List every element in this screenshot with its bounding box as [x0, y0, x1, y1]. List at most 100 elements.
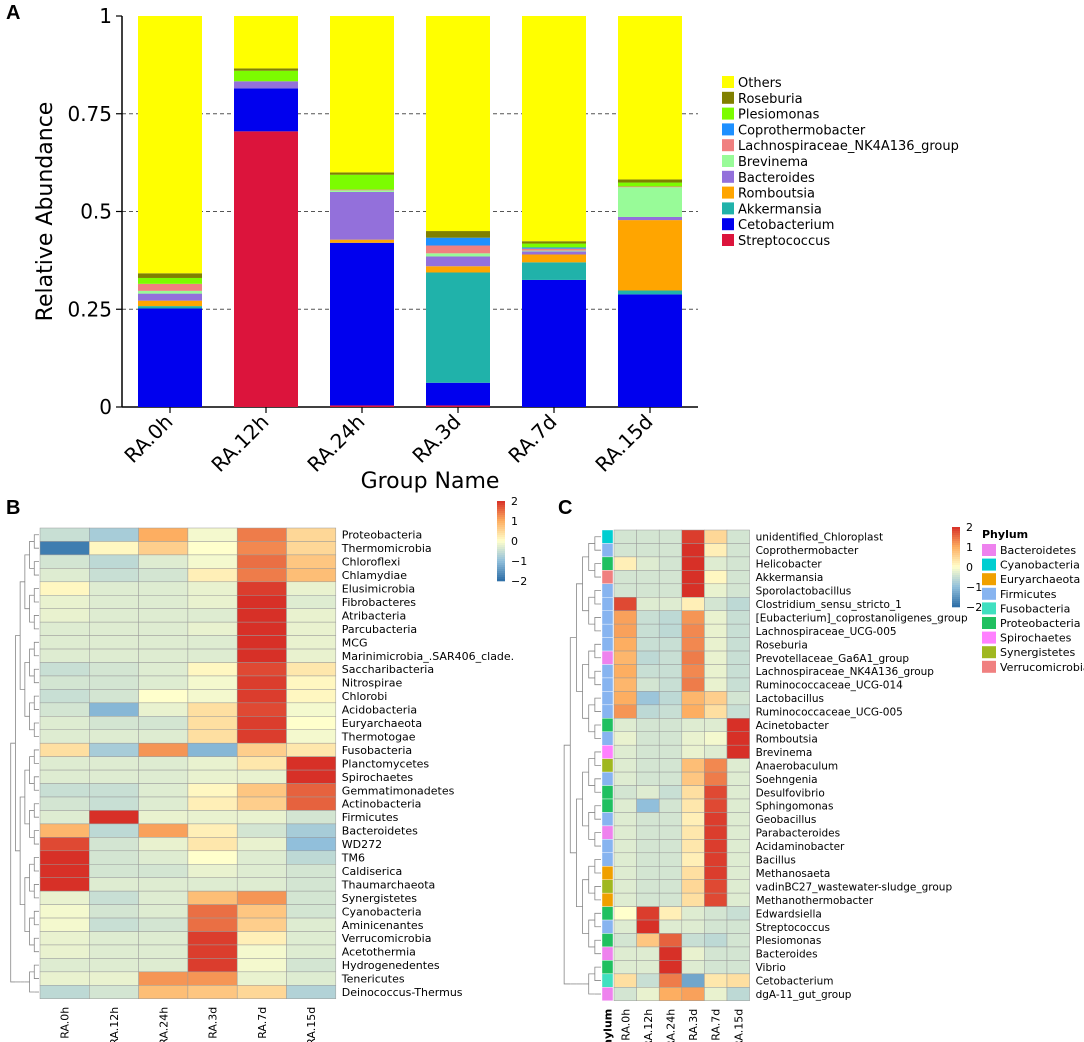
heat-cell-plesiomonas-ra-7d	[704, 933, 728, 948]
b-row-dendro-branch-4	[33, 641, 39, 657]
x-axis-title: Group Name	[361, 469, 500, 494]
heat-cell-lactobacillus-ra-15d	[726, 691, 750, 706]
heat-cell-geobacillus-ra-12h	[636, 812, 660, 827]
heat-cell-helicobacter-ra-7d	[704, 556, 728, 571]
heat-cell-unidentified-chloroplast-ra-0h	[613, 529, 637, 544]
heat-cell-roseburia-ra-7d	[704, 637, 728, 652]
b-colorbar-seg-0	[497, 501, 505, 504]
heat-cell-hydrogenedentes-ra-3d	[187, 958, 238, 973]
heat-cell-firmicutes-ra-12h	[89, 810, 139, 825]
heat-cell-streptococcus-ra-3d	[681, 919, 705, 934]
c-row-dendro-branch-12	[594, 859, 601, 874]
heat-cell-cyanobacteria-ra-12h	[89, 904, 139, 919]
col-label-ra-0h: RA.0h	[59, 1007, 72, 1039]
b-colorbar-tick-1: 1	[511, 515, 518, 528]
heat-cell-planctomycetes-ra-0h	[39, 756, 90, 771]
c-row-dendro-branch-19	[588, 596, 595, 625]
y-tick-label-3: 0.75	[67, 102, 112, 126]
heat-cell-chloroflexi-ra-7d	[236, 554, 287, 569]
heat-cell-nitrospirae-ra-15d	[286, 675, 337, 690]
legend-label-plesiomonas: Plesiomonas	[738, 108, 820, 123]
heat-cell-dga-11-gut-group-ra-0h	[613, 987, 637, 1001]
heat-cell-planctomycetes-ra-15d	[286, 756, 337, 771]
c-colorbar-seg-28	[952, 583, 960, 586]
heat-cell-firmicutes-ra-7d	[236, 810, 287, 825]
bar-segment-ra-0h-others	[138, 16, 202, 274]
phylum-legend-label-fusobacteria: Fusobacteria	[1000, 602, 1070, 615]
heat-cell-thaumarchaeota-ra-3d	[187, 877, 238, 892]
heat-cell-acinetobacter-ra-0h	[613, 718, 637, 733]
b-colorbar-seg-9	[497, 519, 505, 522]
y-axis-title: Relative Abundance	[33, 102, 58, 322]
row-label-unidentified-chloroplast: unidentified_Chloroplast	[756, 532, 883, 544]
bar-segment-ra-24h-lachnospiraceae-nk4a136-group	[330, 189, 394, 191]
heat-cell-dga-11-gut-group-ra-7d	[704, 987, 728, 1001]
phylum-cell-geobacillus	[601, 812, 614, 827]
c-row-dendro-branch-28	[582, 664, 589, 719]
c-row-dendro-branch-29	[582, 771, 589, 827]
phylum-cell-brevinema	[601, 744, 614, 759]
heat-cell-thaumarchaeota-ra-12h	[89, 877, 139, 892]
bar-segment-ra-7d-bacteroides	[522, 251, 586, 255]
phylum-cell-bacillus	[601, 852, 614, 867]
b-row-dendro-branch-2	[33, 588, 39, 603]
row-label-elusimicrobia: Elusimicrobia	[342, 583, 415, 596]
heat-cell-wd272-ra-24h	[138, 837, 189, 852]
heat-cell-chloroflexi-ra-15d	[286, 554, 337, 569]
b-row-dendro-branch-29	[24, 769, 30, 825]
heat-cell-desulfovibrio-ra-12h	[636, 785, 660, 800]
heat-cell-vadinbc27-wastewater-sludge-group-ra-7d	[704, 879, 728, 894]
heat-cell-dga-11-gut-group-ra-15d	[726, 987, 750, 1001]
heatmap-genus: unidentified_ChloroplastCoprothermobacte…	[563, 521, 1084, 1042]
heat-cell-caldiserica-ra-7d	[236, 864, 287, 878]
heat-cell-cyanobacteria-ra-24h	[138, 904, 189, 919]
heat-cell-clostridium-sensu-stricto-1-ra-15d	[726, 597, 750, 611]
row-label-tenericutes: Tenericutes	[341, 973, 405, 986]
c-colorbar-seg-22	[952, 571, 960, 574]
x-tick-label-ra-12h: RA.12h	[206, 410, 273, 477]
b-colorbar-seg-15	[497, 531, 505, 534]
heat-cell-bacteroidetes-ra-12h	[89, 823, 139, 838]
bar-segment-ra-12h-roseburia	[234, 68, 298, 71]
heat-cell-proteobacteria-ra-0h	[39, 527, 90, 542]
b-colorbar-seg-16	[497, 533, 505, 536]
c-colorbar-seg-31	[952, 589, 960, 592]
heat-cell-methanosaeta-ra-15d	[726, 866, 750, 880]
c-colorbar-seg-30	[952, 587, 960, 590]
x-tick-label-ra-3d: RA.3d	[407, 410, 465, 468]
bar-segment-ra-15d-cetobacterium	[618, 294, 682, 407]
c-row-dendro-branch-26	[588, 973, 595, 995]
col-label-ra-15d: RA.15d	[305, 1007, 318, 1042]
phylum-cell-plesiomonas	[601, 933, 614, 948]
heat-cell-sphingomonas-ra-12h	[636, 798, 660, 813]
phylum-cell-akkermansia	[601, 570, 614, 584]
c-colorbar-tick-0: 2	[966, 521, 973, 534]
row-label-chlamydiae: Chlamydiae	[342, 569, 407, 582]
heat-cell-dga-11-gut-group-ra-3d	[681, 987, 705, 1001]
b-row-dendro-branch-6	[33, 695, 39, 710]
row-label-caldiserica: Caldiserica	[342, 865, 402, 878]
bar-segment-ra-12h-bacteroides	[234, 81, 298, 89]
heat-cell-eubacterium-coprostanoligenes-group-ra-24h	[658, 610, 683, 625]
phylum-cell-methanothermobacter	[601, 892, 614, 907]
heat-cell-deinococcus-thermus-ra-12h	[89, 985, 139, 999]
b-colorbar-tick-4: −2	[511, 575, 527, 588]
heat-cell-methanothermobacter-ra-7d	[704, 892, 728, 907]
heat-cell-wd272-ra-0h	[39, 837, 90, 852]
heat-cell-streptococcus-ra-24h	[658, 919, 683, 934]
heat-cell-vadinbc27-wastewater-sludge-group-ra-12h	[636, 879, 660, 894]
heat-cell-soehngenia-ra-15d	[726, 771, 750, 786]
heat-cell-atribacteria-ra-15d	[286, 608, 337, 623]
heat-cell-sphingomonas-ra-3d	[681, 798, 705, 813]
heat-cell-desulfovibrio-ra-24h	[658, 785, 683, 800]
row-label-eubacterium-coprostanoligenes-group: [Eubacterium]_coprostanoligenes_group	[756, 612, 968, 624]
heat-cell-fusobacteria-ra-7d	[236, 742, 287, 757]
heat-cell-thermotogae-ra-3d	[187, 729, 238, 744]
c-row-dendro-branch-7	[594, 724, 601, 739]
heat-cell-cetobacterium-ra-24h	[658, 973, 683, 988]
c-colorbar-seg-32	[952, 591, 960, 594]
heat-cell-thaumarchaeota-ra-0h	[39, 877, 90, 892]
heat-cell-sporolactobacillus-ra-0h	[613, 583, 637, 598]
heat-cell-eubacterium-coprostanoligenes-group-ra-15d	[726, 610, 750, 625]
heat-cell-coprothermobacter-ra-24h	[658, 543, 683, 558]
